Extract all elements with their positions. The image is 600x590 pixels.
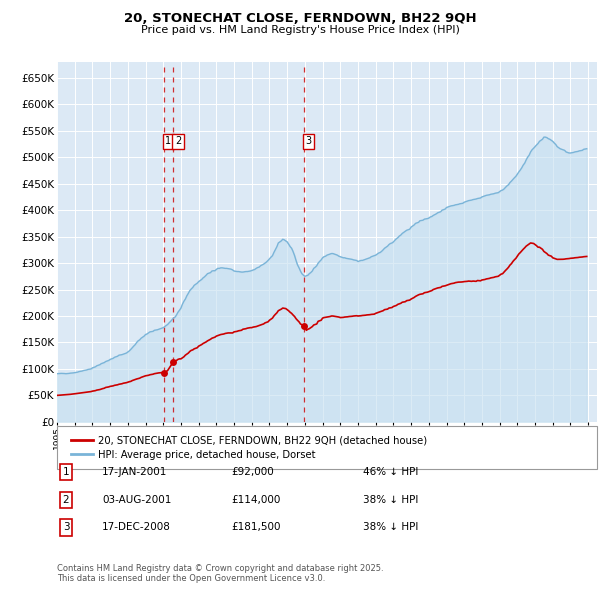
Text: 1: 1 (62, 467, 70, 477)
Text: 20, STONECHAT CLOSE, FERNDOWN, BH22 9QH: 20, STONECHAT CLOSE, FERNDOWN, BH22 9QH (124, 12, 476, 25)
Text: 46% ↓ HPI: 46% ↓ HPI (363, 467, 418, 477)
Text: £181,500: £181,500 (231, 523, 281, 532)
Text: 2: 2 (62, 495, 70, 504)
Legend: 20, STONECHAT CLOSE, FERNDOWN, BH22 9QH (detached house), HPI: Average price, de: 20, STONECHAT CLOSE, FERNDOWN, BH22 9QH … (67, 431, 431, 464)
Text: 17-DEC-2008: 17-DEC-2008 (102, 523, 171, 532)
Text: 2: 2 (175, 136, 181, 146)
Text: 38% ↓ HPI: 38% ↓ HPI (363, 523, 418, 532)
Text: £114,000: £114,000 (231, 495, 280, 504)
Text: 17-JAN-2001: 17-JAN-2001 (102, 467, 167, 477)
Text: Price paid vs. HM Land Registry's House Price Index (HPI): Price paid vs. HM Land Registry's House … (140, 25, 460, 35)
Text: 3: 3 (305, 136, 312, 146)
Text: £92,000: £92,000 (231, 467, 274, 477)
Text: 1: 1 (166, 136, 172, 146)
Text: 38% ↓ HPI: 38% ↓ HPI (363, 495, 418, 504)
FancyBboxPatch shape (57, 426, 597, 469)
Text: 3: 3 (62, 523, 70, 532)
Text: 03-AUG-2001: 03-AUG-2001 (102, 495, 172, 504)
Text: Contains HM Land Registry data © Crown copyright and database right 2025.
This d: Contains HM Land Registry data © Crown c… (57, 563, 383, 583)
